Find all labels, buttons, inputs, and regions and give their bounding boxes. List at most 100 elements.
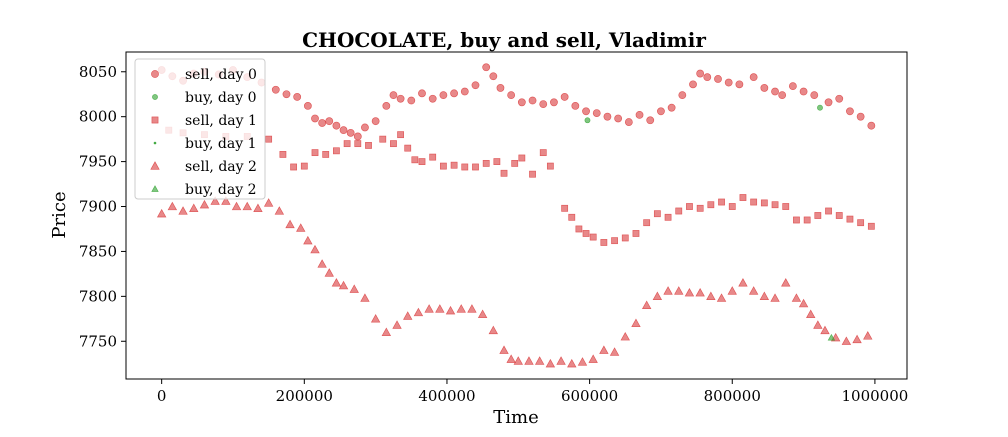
data-point <box>507 91 516 100</box>
data-point <box>738 278 748 287</box>
data-point <box>592 109 601 117</box>
data-point <box>582 107 590 116</box>
data-point <box>317 259 327 268</box>
data-point <box>770 293 780 302</box>
data-point <box>571 102 580 110</box>
y-tick-label: 8050 <box>79 63 117 81</box>
data-point <box>582 230 590 237</box>
data-point <box>657 107 665 116</box>
data-point <box>265 135 273 143</box>
data-point <box>600 239 608 246</box>
data-point <box>178 206 188 215</box>
data-point <box>867 121 876 130</box>
data-point <box>703 73 712 82</box>
x-axis-label: Time <box>493 407 538 428</box>
data-point <box>561 204 569 212</box>
legend-marker <box>152 94 158 100</box>
data-point <box>333 147 340 155</box>
data-point <box>279 151 287 158</box>
data-point <box>310 244 320 254</box>
data-point <box>528 96 537 105</box>
data-point <box>675 207 683 215</box>
data-point <box>824 98 833 107</box>
data-point <box>846 107 854 116</box>
legend-label: sell, day 1 <box>185 113 257 129</box>
data-point <box>396 94 405 103</box>
data-point <box>560 93 569 101</box>
data-point <box>439 162 447 170</box>
data-point <box>353 132 362 141</box>
data-point <box>445 305 456 315</box>
data-point <box>643 219 651 227</box>
data-point <box>674 286 684 295</box>
data-point <box>311 149 319 157</box>
data-point <box>303 102 312 110</box>
data-point <box>813 320 823 329</box>
y-tick-label: 7800 <box>79 287 117 305</box>
data-point <box>611 237 618 245</box>
data-point <box>589 233 597 241</box>
data-point <box>867 222 875 230</box>
data-point <box>750 198 758 206</box>
data-point <box>263 198 274 207</box>
data-point <box>346 128 355 137</box>
data-point <box>210 196 220 205</box>
series-sell-day-0 <box>157 63 876 141</box>
data-point <box>609 347 620 356</box>
series-sell-day-1 <box>165 126 875 246</box>
data-point <box>221 196 231 205</box>
data-point <box>568 213 576 221</box>
data-point <box>689 80 697 89</box>
data-point <box>325 117 334 126</box>
data-point <box>603 112 612 121</box>
data-point <box>381 327 392 336</box>
y-tick-label: 7850 <box>79 242 117 260</box>
data-point <box>418 158 426 165</box>
data-point <box>439 91 448 100</box>
data-point <box>290 163 298 171</box>
data-point <box>846 215 854 223</box>
data-point <box>488 325 499 335</box>
data-point <box>379 135 387 143</box>
data-point <box>524 356 534 365</box>
data-point <box>841 336 852 345</box>
data-point <box>724 78 733 87</box>
data-point <box>632 230 640 237</box>
data-point <box>539 149 547 157</box>
data-point <box>696 69 705 78</box>
data-point <box>782 203 790 210</box>
legend-marker <box>151 116 159 124</box>
data-point <box>293 93 302 101</box>
data-point <box>199 199 210 209</box>
data-point <box>810 91 819 100</box>
data-point <box>799 87 808 96</box>
data-point <box>707 201 715 209</box>
data-point <box>798 298 809 308</box>
data-point <box>556 356 566 365</box>
data-point <box>635 110 644 119</box>
data-point <box>493 158 501 165</box>
legend-label: buy, day 1 <box>185 136 257 152</box>
data-point <box>863 331 873 340</box>
data-point <box>242 201 252 211</box>
data-point <box>835 94 844 103</box>
data-point <box>365 142 372 149</box>
data-point <box>534 356 545 365</box>
data-point <box>461 163 469 171</box>
data-point <box>390 140 397 148</box>
data-point <box>539 100 548 109</box>
data-point <box>413 307 424 317</box>
data-point <box>343 140 351 148</box>
data-point <box>760 199 768 207</box>
data-point <box>167 201 178 211</box>
data-point <box>513 356 523 365</box>
y-tick-label: 8000 <box>79 108 117 126</box>
data-point <box>728 203 736 210</box>
data-point <box>545 358 556 368</box>
data-point <box>664 213 672 221</box>
data-point <box>857 219 865 227</box>
data-point <box>706 291 716 301</box>
chart-title: CHOCOLATE, buy and sell, Vladimir <box>302 28 706 52</box>
data-point <box>567 358 577 368</box>
